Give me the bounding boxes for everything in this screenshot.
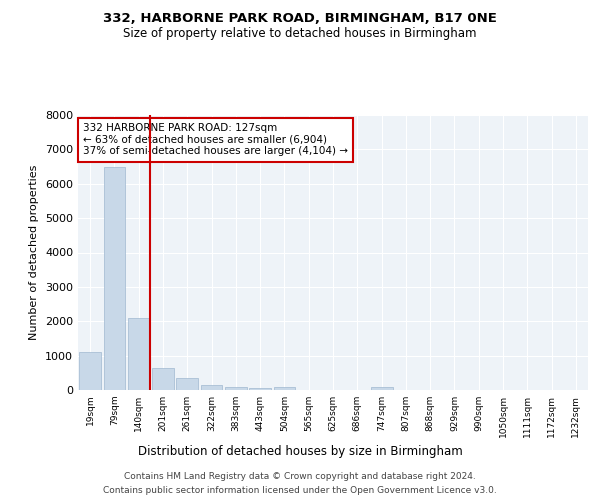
- Bar: [152, 368, 174, 390]
- Bar: [249, 388, 271, 390]
- Text: Distribution of detached houses by size in Birmingham: Distribution of detached houses by size …: [137, 444, 463, 458]
- Bar: [104, 166, 125, 390]
- Bar: [200, 385, 223, 390]
- Bar: [176, 378, 198, 390]
- Bar: [371, 387, 392, 390]
- Bar: [79, 352, 101, 390]
- Text: Size of property relative to detached houses in Birmingham: Size of property relative to detached ho…: [123, 28, 477, 40]
- Bar: [274, 387, 295, 390]
- Text: 332, HARBORNE PARK ROAD, BIRMINGHAM, B17 0NE: 332, HARBORNE PARK ROAD, BIRMINGHAM, B17…: [103, 12, 497, 26]
- Bar: [128, 318, 149, 390]
- Text: 332 HARBORNE PARK ROAD: 127sqm
← 63% of detached houses are smaller (6,904)
37% : 332 HARBORNE PARK ROAD: 127sqm ← 63% of …: [83, 123, 348, 156]
- Text: Contains public sector information licensed under the Open Government Licence v3: Contains public sector information licen…: [103, 486, 497, 495]
- Bar: [225, 386, 247, 390]
- Y-axis label: Number of detached properties: Number of detached properties: [29, 165, 40, 340]
- Text: Contains HM Land Registry data © Crown copyright and database right 2024.: Contains HM Land Registry data © Crown c…: [124, 472, 476, 481]
